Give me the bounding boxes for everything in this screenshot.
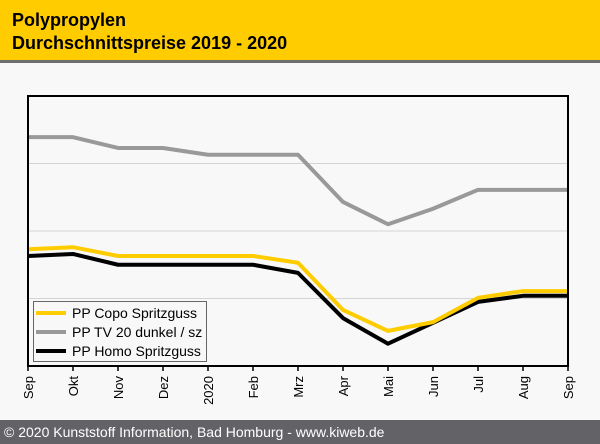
x-tick-label: Jun: [426, 376, 441, 397]
x-axis-labels: Sep Okt Nov Dez 2020 Feb Mrz Apr Mai Jun Jul Aug Sep: [21, 375, 576, 405]
x-tick-label: 2020: [201, 376, 216, 405]
chart-title-line1: Polypropylen: [12, 10, 127, 30]
footer-copyright: © 2020 Kunststoff Information, Bad Hombu…: [0, 420, 600, 444]
legend: PP Copo Spritzguss PP TV 20 dunkel / sz …: [33, 301, 207, 362]
legend-label-tv20: PP TV 20 dunkel / sz: [72, 324, 203, 340]
legend-label-copo: PP Copo Spritzguss: [72, 305, 198, 321]
series-line-tv20: [28, 135, 568, 227]
x-tick-label: Okt: [66, 376, 81, 397]
legend-item-copo: PP Copo Spritzguss: [36, 304, 197, 322]
x-axis-ticks: [27, 366, 569, 371]
header-divider: [0, 60, 600, 63]
x-tick-label: Jul: [471, 376, 486, 393]
legend-swatch-tv20: [36, 330, 66, 334]
x-tick-label: Mrz: [291, 376, 306, 398]
chart-header: [0, 0, 600, 60]
chart-title-line2: Durchschnittspreise 2019 - 2020: [12, 33, 288, 53]
series-line-homo: [27, 251, 568, 346]
x-tick-label: Dez: [156, 376, 171, 399]
x-tick-label: Nov: [111, 376, 126, 400]
legend-item-tv20: PP TV 20 dunkel / sz: [36, 323, 202, 341]
x-tick-label: Sep: [21, 376, 36, 399]
legend-swatch-copo: [36, 311, 66, 315]
x-tick-label: Apr: [336, 375, 351, 396]
x-tick-label: Feb: [246, 376, 261, 398]
series-lines: [27, 135, 568, 346]
x-tick-label: Aug: [516, 376, 531, 399]
legend-label-homo: PP Homo Spritzguss: [72, 343, 201, 359]
series-line-copo: [27, 245, 568, 333]
legend-swatch-homo: [36, 349, 66, 353]
x-tick-label: Sep: [561, 376, 576, 399]
gridlines: [28, 163, 568, 299]
legend-item-homo: PP Homo Spritzguss: [36, 342, 201, 360]
x-tick-label: Mai: [381, 376, 396, 397]
